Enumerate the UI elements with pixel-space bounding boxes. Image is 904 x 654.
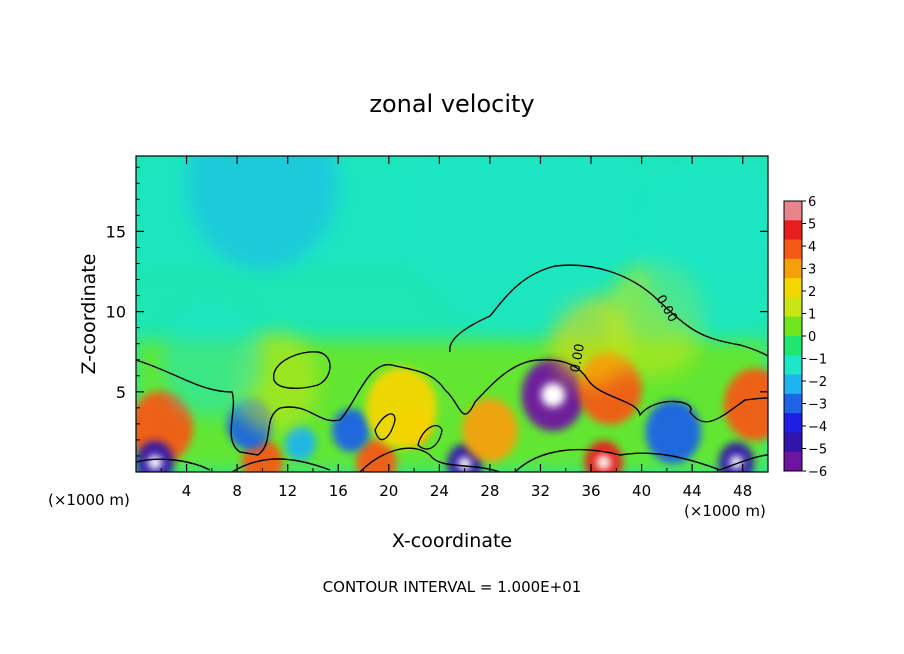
colorbar-label: −1 xyxy=(808,353,827,368)
colorbar-label: 0 xyxy=(808,330,816,345)
colorbar-label: −2 xyxy=(808,375,827,390)
colorbar-label: −4 xyxy=(808,420,827,435)
feature-12 xyxy=(331,408,370,452)
feature-core-9 xyxy=(596,455,611,470)
x-unit-left: (×1000 m) xyxy=(48,491,130,509)
zero-contour-hole xyxy=(374,413,443,450)
feature-20 xyxy=(186,156,339,270)
feature-core-7 xyxy=(147,455,163,470)
x-tick-label: 28 xyxy=(480,482,499,500)
feature-17 xyxy=(366,367,437,449)
feature-22 xyxy=(161,301,263,418)
feature-core-0 xyxy=(541,382,566,408)
colorbar-swatch xyxy=(784,413,802,433)
x-tick-label: 40 xyxy=(632,482,651,500)
feature-21 xyxy=(401,156,629,330)
x-tick-label: 8 xyxy=(232,482,242,500)
contour-interval-footer: CONTOUR INTERVAL = 1.000E+01 xyxy=(323,578,582,596)
zero-contour-loop xyxy=(273,351,331,389)
colorbar-swatch xyxy=(784,220,802,241)
colorbar-swatch xyxy=(784,393,802,414)
x-tick-label: 16 xyxy=(329,482,348,500)
feature-4 xyxy=(645,400,702,464)
zero-contour-dome xyxy=(449,264,768,357)
colorbar-label: −3 xyxy=(808,398,827,413)
feature-13 xyxy=(462,398,518,463)
colorbar: 6 5 4 3 2 1 0 −1 −2 −3 −4 −5 −6 xyxy=(783,195,827,480)
colorbar-swatch xyxy=(784,316,802,337)
colorbar-swatch xyxy=(784,297,802,318)
colorbar-swatch xyxy=(784,336,802,356)
zero-contour-low xyxy=(136,447,768,472)
colorbar-swatch xyxy=(784,239,802,260)
colorbar-label: 1 xyxy=(808,308,816,323)
y-tick-label: 5 xyxy=(116,383,126,402)
x-unit-right: (×1000 m) xyxy=(684,502,766,520)
contour-label-2: 0.00 xyxy=(568,343,588,374)
x-ticks: 4 8 12 16 20 24 28 32 36 40 44 48 xyxy=(160,156,752,500)
x-tick-label: 36 xyxy=(581,482,600,500)
colorbar-swatch xyxy=(784,355,802,376)
x-tick-label: 32 xyxy=(531,482,550,500)
colorbar-label: 3 xyxy=(808,263,816,278)
y-axis-label: Z-coordinate xyxy=(78,254,100,375)
colorbar-swatch xyxy=(784,278,802,298)
colorbar-label: 6 xyxy=(808,195,816,210)
velocity-features xyxy=(136,156,768,472)
x-tick-label: 24 xyxy=(430,482,449,500)
feature-core-8 xyxy=(457,457,472,471)
y-tick-label: 10 xyxy=(106,303,126,322)
y-ticks: 5 10 15 xyxy=(106,166,768,457)
x-tick-label: 20 xyxy=(379,482,398,500)
colorbar-label: −5 xyxy=(808,443,827,458)
colorbar-swatch xyxy=(784,451,802,472)
colorbar-label: 4 xyxy=(808,240,816,255)
colorbar-label: 5 xyxy=(808,218,816,233)
x-tick-label: 48 xyxy=(733,482,752,500)
x-tick-label: 44 xyxy=(683,482,702,500)
x-tick-label: 12 xyxy=(278,482,297,500)
chart-title: zonal velocity xyxy=(369,90,534,118)
feature-23 xyxy=(641,160,768,335)
colorbar-swatch xyxy=(784,374,802,395)
zero-contour-main xyxy=(136,359,768,456)
feature-15 xyxy=(285,425,316,461)
colorbar-swatch xyxy=(784,258,802,279)
plot-frame xyxy=(135,155,769,473)
y-tick-label: 15 xyxy=(106,222,126,241)
feature-core-10 xyxy=(729,455,744,470)
feature-3 xyxy=(723,368,768,441)
colorbar-swatch xyxy=(784,432,802,453)
colorbar-swatch xyxy=(784,201,802,221)
plot-area xyxy=(136,156,768,472)
feature-6 xyxy=(355,439,397,472)
x-axis-label: X-coordinate xyxy=(392,530,512,552)
colorbar-label: −6 xyxy=(808,465,827,480)
x-tick-label: 4 xyxy=(182,482,192,500)
colorbar-label: 2 xyxy=(808,285,816,300)
